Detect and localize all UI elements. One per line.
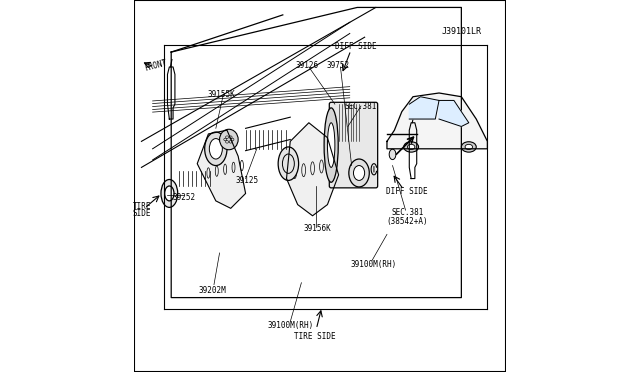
Text: FRONT: FRONT — [143, 58, 168, 73]
Polygon shape — [387, 93, 488, 149]
Ellipse shape — [328, 123, 335, 167]
Polygon shape — [168, 67, 175, 119]
Text: 39125: 39125 — [236, 176, 259, 185]
Ellipse shape — [220, 129, 238, 150]
Ellipse shape — [353, 166, 365, 180]
Polygon shape — [410, 123, 417, 179]
Polygon shape — [197, 130, 246, 208]
Ellipse shape — [349, 159, 369, 187]
Ellipse shape — [205, 132, 227, 166]
Ellipse shape — [324, 108, 338, 182]
Text: 39100M(RH): 39100M(RH) — [351, 260, 397, 269]
Ellipse shape — [389, 149, 396, 160]
Ellipse shape — [333, 148, 348, 172]
Text: J39101LR: J39101LR — [442, 27, 481, 36]
Text: 39155K: 39155K — [207, 90, 236, 99]
Ellipse shape — [161, 180, 178, 208]
Text: 39252: 39252 — [173, 193, 196, 202]
Polygon shape — [410, 97, 439, 119]
Text: 39156K: 39156K — [303, 224, 332, 233]
Text: SIDE: SIDE — [133, 209, 152, 218]
Ellipse shape — [209, 139, 222, 159]
Ellipse shape — [408, 144, 415, 150]
Text: 39202M: 39202M — [198, 286, 226, 295]
Ellipse shape — [461, 142, 476, 152]
Text: TIRE: TIRE — [133, 202, 152, 211]
Text: SEC.381: SEC.381 — [391, 208, 424, 217]
Polygon shape — [287, 123, 339, 216]
Text: (38542+A): (38542+A) — [387, 217, 428, 226]
Text: TIRE SIDE: TIRE SIDE — [294, 332, 335, 341]
Text: DIFF SIDE: DIFF SIDE — [386, 187, 428, 196]
Ellipse shape — [465, 144, 472, 150]
Ellipse shape — [164, 186, 174, 201]
Text: 39126: 39126 — [296, 61, 319, 70]
Polygon shape — [439, 100, 468, 126]
Text: 39752: 39752 — [326, 61, 349, 70]
Ellipse shape — [328, 141, 353, 179]
Ellipse shape — [278, 147, 299, 180]
Text: DIFF SIDE: DIFF SIDE — [335, 42, 376, 51]
Ellipse shape — [404, 142, 419, 152]
Text: 39100M(RH): 39100M(RH) — [267, 321, 314, 330]
Text: SEC.381: SEC.381 — [345, 102, 377, 110]
FancyBboxPatch shape — [330, 102, 378, 188]
